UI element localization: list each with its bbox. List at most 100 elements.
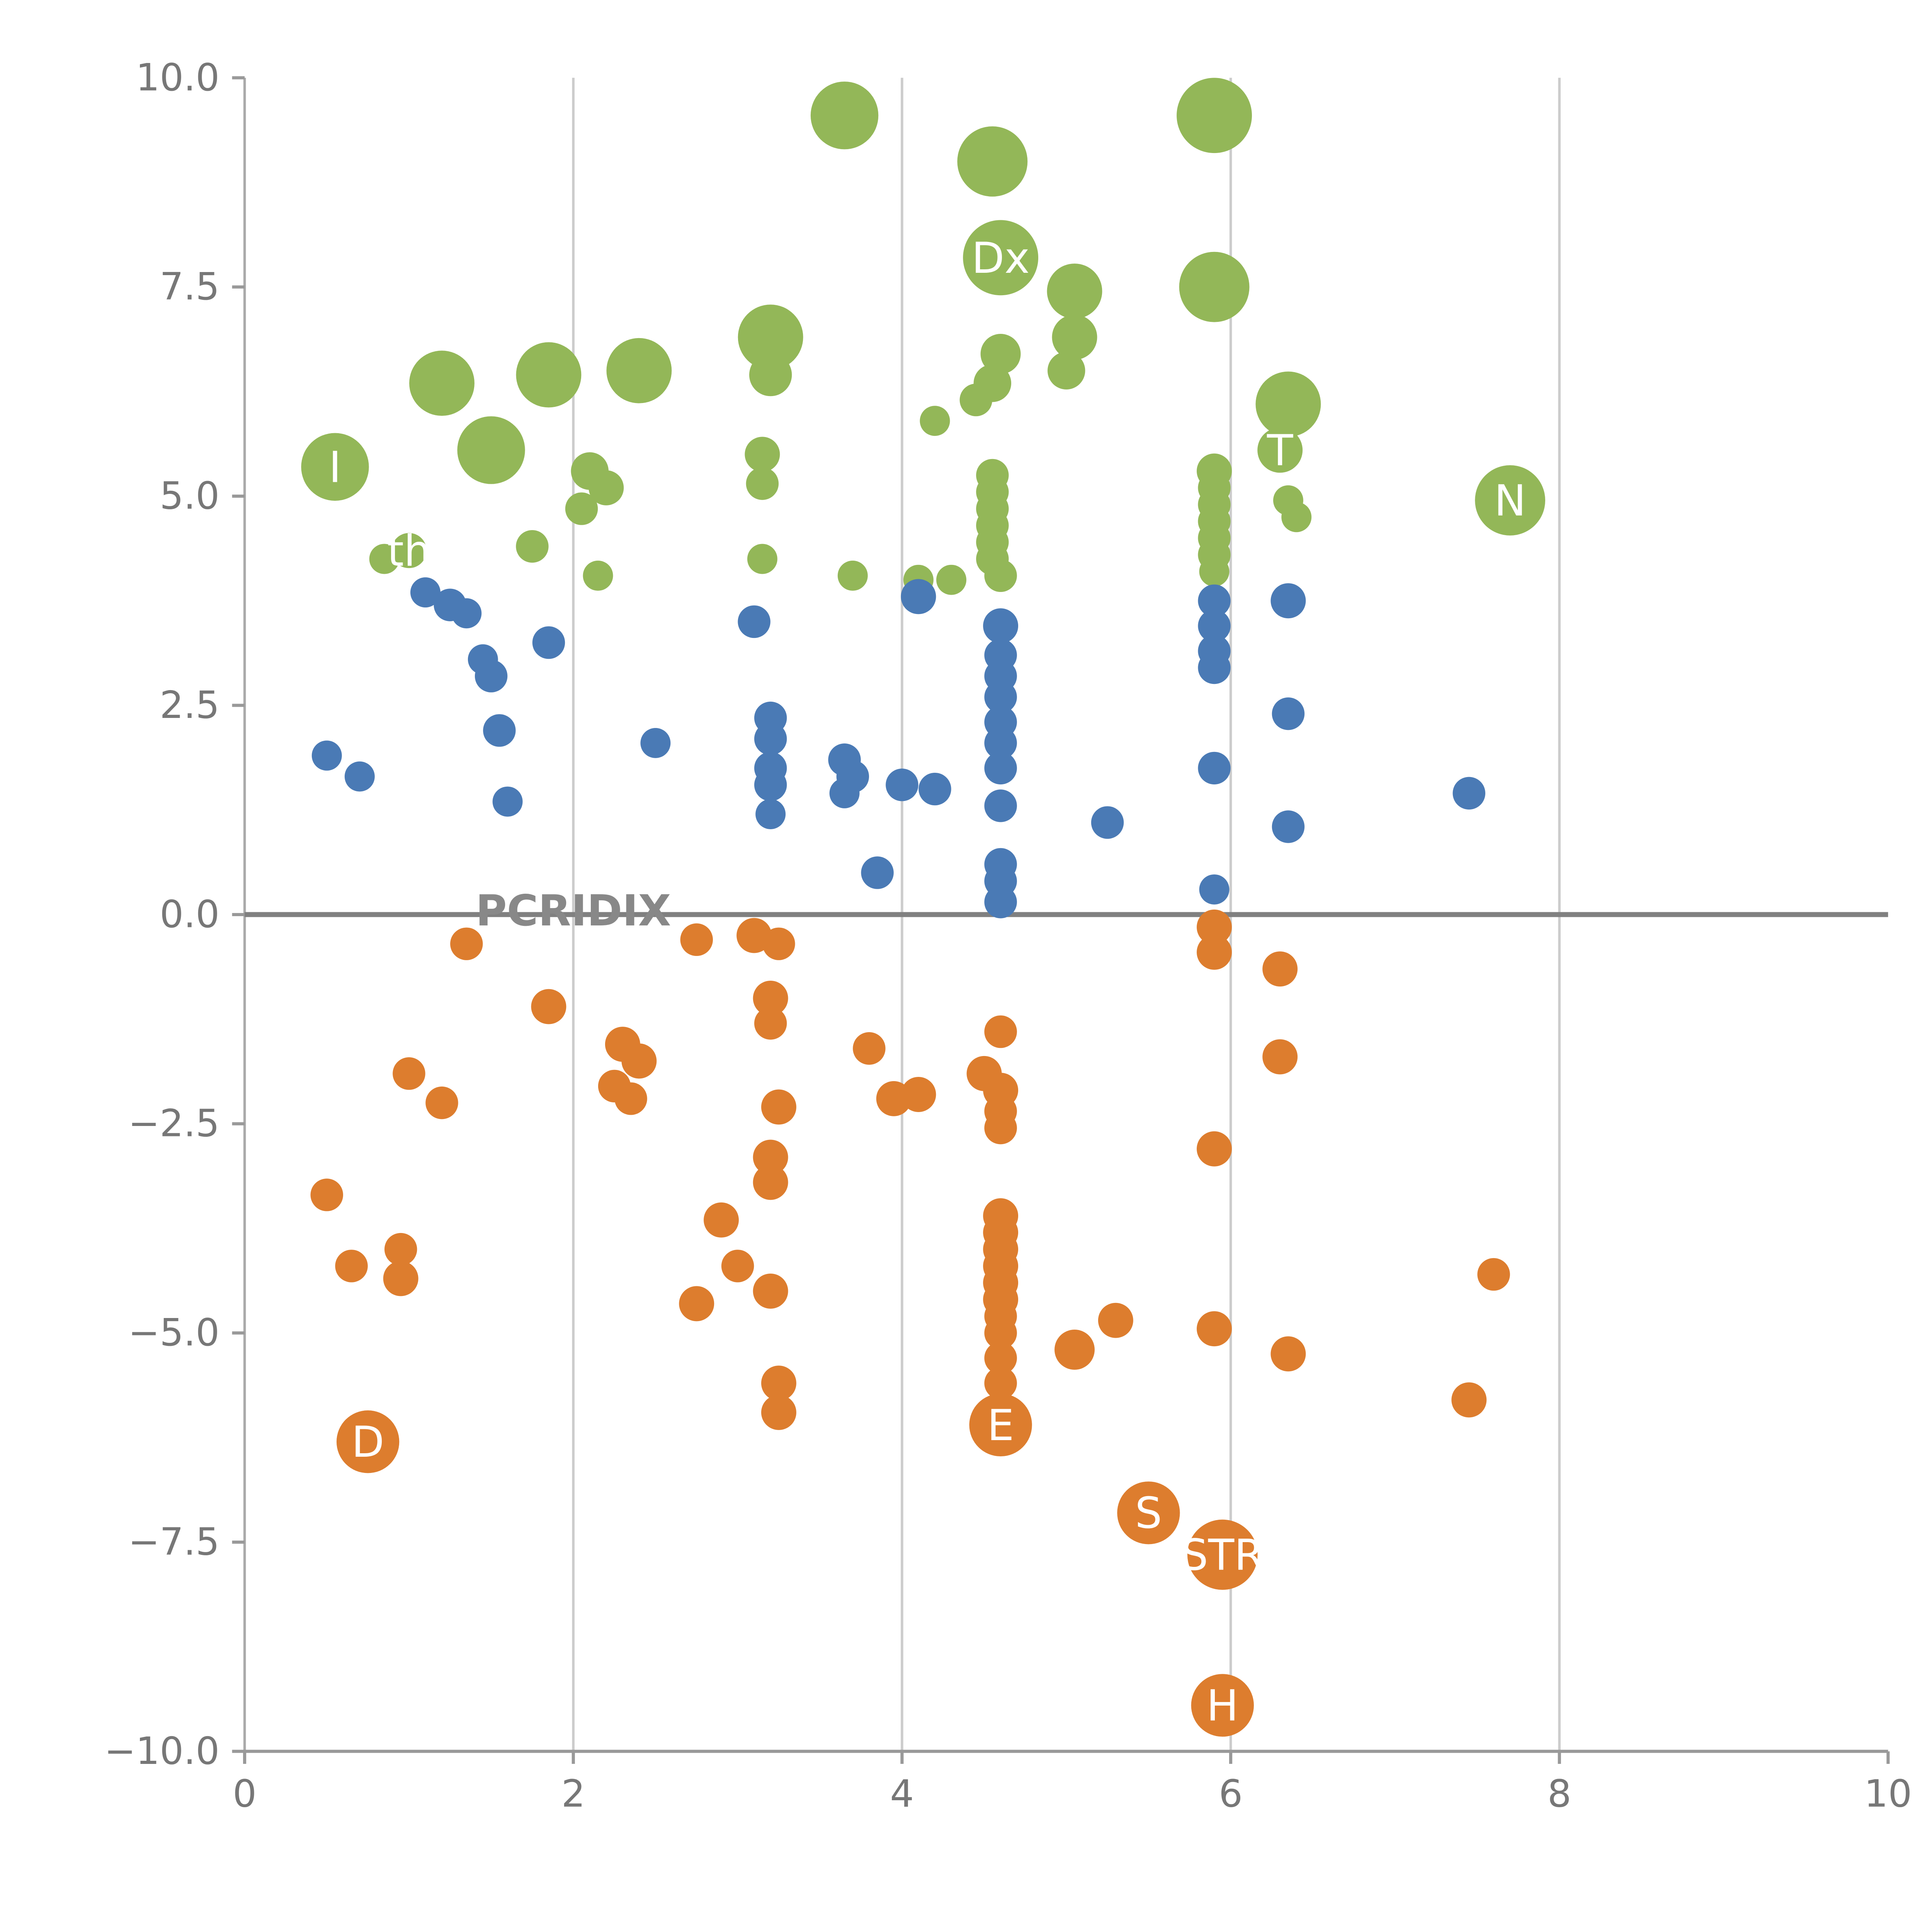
data-point-blue: [532, 626, 565, 659]
data-point-orange: [753, 1139, 788, 1175]
data-point-blue: [984, 789, 1017, 822]
data-point-green: [1475, 465, 1546, 536]
data-point-orange: [450, 927, 483, 960]
data-point-orange: [1270, 1336, 1306, 1372]
data-point-green: [409, 350, 474, 416]
data-point-blue: [754, 722, 787, 755]
y-tick-label: −10.0: [104, 1729, 219, 1773]
y-tick-label: −2.5: [128, 1102, 220, 1145]
data-point-blue: [1091, 806, 1124, 839]
data-point-blue: [861, 856, 894, 889]
data-point-green: [565, 492, 598, 525]
data-point-blue: [492, 786, 523, 817]
data-point-green: [1179, 252, 1250, 322]
bubble-label: I: [329, 443, 342, 492]
x-tick-label: 6: [1219, 1772, 1243, 1815]
data-point-blue: [1198, 609, 1231, 642]
data-point-green: [1273, 485, 1303, 515]
data-point-green: [957, 126, 1028, 197]
data-point-blue: [483, 714, 516, 747]
data-point-green: [391, 533, 427, 568]
x-tick-label: 0: [233, 1772, 257, 1815]
data-point-blue: [640, 728, 671, 758]
data-point-blue: [918, 772, 951, 806]
data-point-orange: [1197, 909, 1232, 945]
data-point-orange: [984, 1367, 1017, 1400]
data-point-blue: [474, 660, 508, 692]
data-point-blue: [1198, 752, 1231, 785]
data-point-green: [747, 544, 777, 574]
data-point-green: [606, 338, 672, 403]
data-point-blue: [311, 740, 342, 771]
data-point-orange: [704, 1202, 739, 1238]
data-point-orange: [984, 1015, 1017, 1048]
data-point-orange: [1117, 1481, 1180, 1544]
data-point-blue: [1272, 810, 1305, 843]
data-point-green: [746, 467, 779, 500]
x-tick-label: 4: [890, 1772, 914, 1815]
data-point-orange: [753, 1165, 788, 1200]
data-point-green: [1047, 264, 1102, 319]
data-point-green: [1255, 371, 1321, 437]
data-point-blue: [1452, 777, 1485, 810]
data-point-green: [457, 416, 525, 484]
data-point-orange: [384, 1233, 417, 1266]
bubble-label: T: [1267, 426, 1293, 476]
data-point-blue: [738, 605, 770, 638]
data-point-orange: [335, 1250, 368, 1282]
y-tick-label: −5.0: [128, 1311, 220, 1354]
bubble-label: S: [1135, 1489, 1162, 1538]
data-point-green: [745, 437, 780, 472]
data-point-orange: [531, 989, 566, 1024]
data-point-orange: [1187, 1519, 1258, 1590]
data-point-green: [810, 82, 879, 150]
data-point-green: [301, 433, 369, 501]
data-point-orange: [984, 1342, 1017, 1374]
data-point-blue: [1272, 697, 1305, 730]
data-point-blue: [901, 579, 936, 614]
x-tick-label: 10: [1864, 1772, 1912, 1815]
data-point-blue: [984, 886, 1017, 918]
data-point-blue: [1270, 583, 1306, 619]
data-point-blue: [755, 799, 786, 829]
data-point-green: [837, 560, 868, 591]
data-point-orange: [425, 1086, 458, 1119]
data-point-green: [738, 304, 803, 370]
data-point-orange: [1098, 1303, 1133, 1338]
data-point-green: [1199, 556, 1230, 587]
data-point-orange: [984, 1111, 1017, 1145]
bubble-label: th: [387, 527, 431, 576]
data-point-blue: [1198, 651, 1231, 684]
data-point-blue: [829, 778, 860, 808]
data-point-orange: [336, 1410, 400, 1473]
data-point-green: [516, 530, 549, 563]
data-point-green: [583, 560, 613, 591]
y-tick-label: 0.0: [160, 892, 219, 936]
data-point-blue: [1199, 874, 1230, 905]
bubble-label: D: [352, 1418, 384, 1467]
y-tick-label: 7.5: [160, 265, 219, 308]
data-point-green: [369, 544, 400, 574]
data-point-orange: [310, 1179, 343, 1211]
bubble-label: H: [1206, 1681, 1238, 1731]
data-point-blue: [410, 577, 440, 608]
data-point-orange: [753, 1273, 788, 1309]
data-point-orange: [1451, 1382, 1487, 1418]
data-point-green: [984, 559, 1017, 592]
data-point-green: [516, 342, 582, 408]
data-point-green: [980, 333, 1021, 374]
data-point-orange: [984, 1316, 1017, 1349]
data-point-blue: [344, 761, 375, 792]
data-point-orange: [679, 1286, 714, 1321]
data-point-orange: [761, 1395, 796, 1430]
data-point-blue: [1198, 584, 1231, 617]
data-point-orange: [1054, 1330, 1095, 1370]
data-point-green: [1257, 427, 1303, 473]
data-point-green: [1048, 352, 1085, 389]
data-point-orange: [1197, 1131, 1232, 1167]
bubble-label: STR: [1181, 1531, 1264, 1580]
data-point-green: [588, 470, 624, 505]
data-point-orange: [383, 1261, 418, 1296]
